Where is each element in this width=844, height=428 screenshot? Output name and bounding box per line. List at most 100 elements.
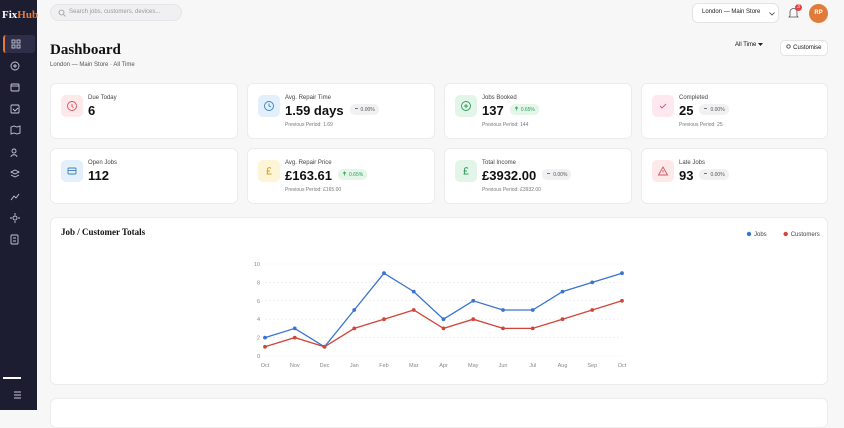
flat-dash xyxy=(704,173,708,174)
store-select[interactable]: London — Main Store xyxy=(692,3,779,23)
card-value: 93 0.00% xyxy=(679,168,729,183)
data-point xyxy=(501,308,505,312)
data-point xyxy=(560,317,565,322)
icon-glyph xyxy=(659,103,667,109)
legend-label: Jobs xyxy=(754,232,767,238)
x-tick-label: Nov xyxy=(290,363,300,369)
data-point xyxy=(411,308,416,312)
x-tick-label: Jun xyxy=(499,363,508,369)
stat-card: Open Jobs 112 xyxy=(50,148,238,204)
change-badge: 0.00% xyxy=(349,104,379,116)
up-arrow xyxy=(342,171,347,176)
data-point xyxy=(382,271,386,276)
legend-marker xyxy=(783,231,788,237)
change-text: 0.00% xyxy=(710,107,725,114)
value-text: £163.61 xyxy=(285,168,332,183)
gear-icon xyxy=(786,44,792,49)
search-placeholder: Search jobs, customers, devices... xyxy=(69,9,161,15)
data-point xyxy=(501,326,505,331)
nav-map[interactable] xyxy=(10,125,21,135)
card-value: 1.59 days 0.00% xyxy=(285,103,379,118)
x-tick-label: Oct xyxy=(261,363,270,369)
value-text: 25 xyxy=(679,103,694,118)
page-title: Dashboard xyxy=(50,42,121,58)
nav-tasks[interactable] xyxy=(10,104,20,114)
stat-card: Completed 25 0.00% Previous Period: 25 xyxy=(641,83,828,139)
card-label: Total Income xyxy=(482,160,517,166)
chart-title: Job / Customer Totals xyxy=(61,227,146,237)
data-point xyxy=(292,335,297,340)
icon-glyph xyxy=(461,101,471,111)
icon-glyph xyxy=(67,167,77,175)
card-icon xyxy=(258,95,280,117)
card-value: 6 xyxy=(88,103,95,118)
nav-icons xyxy=(3,39,21,399)
data-point xyxy=(352,308,357,312)
change-text: 0.65% xyxy=(349,172,364,179)
sidebar: FixHub xyxy=(0,0,38,410)
nav-settings[interactable] xyxy=(10,213,20,223)
value-text: 93 xyxy=(679,168,694,183)
avatar[interactable]: RP xyxy=(809,4,828,23)
data-point xyxy=(352,326,357,331)
previous-period: Previous Period: 1.69 xyxy=(285,122,333,128)
card-icon xyxy=(455,160,477,182)
nav-customers[interactable] xyxy=(10,148,18,158)
search-box[interactable]: Search jobs, customers, devices... xyxy=(50,4,182,21)
nav-calendar[interactable] xyxy=(10,83,20,92)
previous-period: Previous Period: £165.00 xyxy=(285,187,342,193)
chart-card: Job / Customer Totals 0 2 4 6 8 10 Oct Nov Dec Jan… xyxy=(50,217,828,385)
change-badge: 0.00% xyxy=(699,169,729,181)
customise-button[interactable]: Customise xyxy=(780,40,828,56)
change-badge: 0.00% xyxy=(699,104,729,116)
series-line xyxy=(264,300,623,348)
nav-reports[interactable] xyxy=(10,193,20,201)
change-text: 0.65% xyxy=(520,107,535,114)
card-icon xyxy=(258,160,280,182)
card-label: Due Today xyxy=(88,95,117,101)
data-point xyxy=(441,326,446,331)
x-tick-label: Apr xyxy=(439,363,448,369)
x-tick-label: Aug xyxy=(558,363,568,369)
previous-period: Previous Period: 25 xyxy=(679,122,723,128)
change-text: 0.00% xyxy=(360,107,375,114)
stat-card: Due Today 6 xyxy=(50,83,238,139)
data-point xyxy=(471,317,476,322)
data-point xyxy=(560,289,565,294)
card-icon xyxy=(652,95,674,117)
icon-glyph xyxy=(657,166,669,176)
chart: Job / Customer Totals 0 2 4 6 8 10 Oct Nov Dec Jan… xyxy=(61,227,820,369)
period-label: All Time xyxy=(735,42,757,48)
stat-card: Avg. Repair Time 1.59 days 0.00% Previous P… xyxy=(247,83,435,139)
nav-stock[interactable] xyxy=(9,169,21,178)
nav-dashboard[interactable] xyxy=(11,39,21,49)
value-text: 112 xyxy=(88,168,109,183)
chevron xyxy=(769,12,775,16)
customise-label: Customise xyxy=(793,45,822,51)
menu-toggle[interactable] xyxy=(14,391,21,399)
change-text: 0.00% xyxy=(710,172,725,179)
logo[interactable]: FixHub xyxy=(2,9,38,21)
icon-glyph xyxy=(264,101,274,111)
card-value: 112 xyxy=(88,168,109,183)
data-point xyxy=(590,308,595,312)
stat-card: Total Income £3932.00 0.00% Previous Period… xyxy=(444,148,632,204)
card-label: Open Jobs xyxy=(88,160,118,166)
y-tick-label: 8 xyxy=(257,280,260,286)
nav-invoices[interactable] xyxy=(10,234,19,245)
stat-card: Jobs Booked 137 0.65% Previous Period: 144 xyxy=(444,83,632,139)
x-tick-label: Jul xyxy=(529,363,536,369)
notification-badge: 3 xyxy=(795,4,802,11)
x-tick-label: Oct xyxy=(618,363,627,369)
up-arrow xyxy=(514,106,518,111)
x-tick-label: Dec xyxy=(320,363,330,369)
card-label: Avg. Repair Time xyxy=(285,95,331,101)
data-point xyxy=(411,289,416,294)
value-text: 6 xyxy=(88,103,96,118)
flat-dash xyxy=(354,108,358,109)
nav-add[interactable] xyxy=(10,61,20,71)
active-nav[interactable] xyxy=(3,35,35,53)
card-label: Jobs Booked xyxy=(482,95,517,101)
period-button[interactable]: All Time xyxy=(735,42,764,48)
data-point xyxy=(620,298,624,303)
